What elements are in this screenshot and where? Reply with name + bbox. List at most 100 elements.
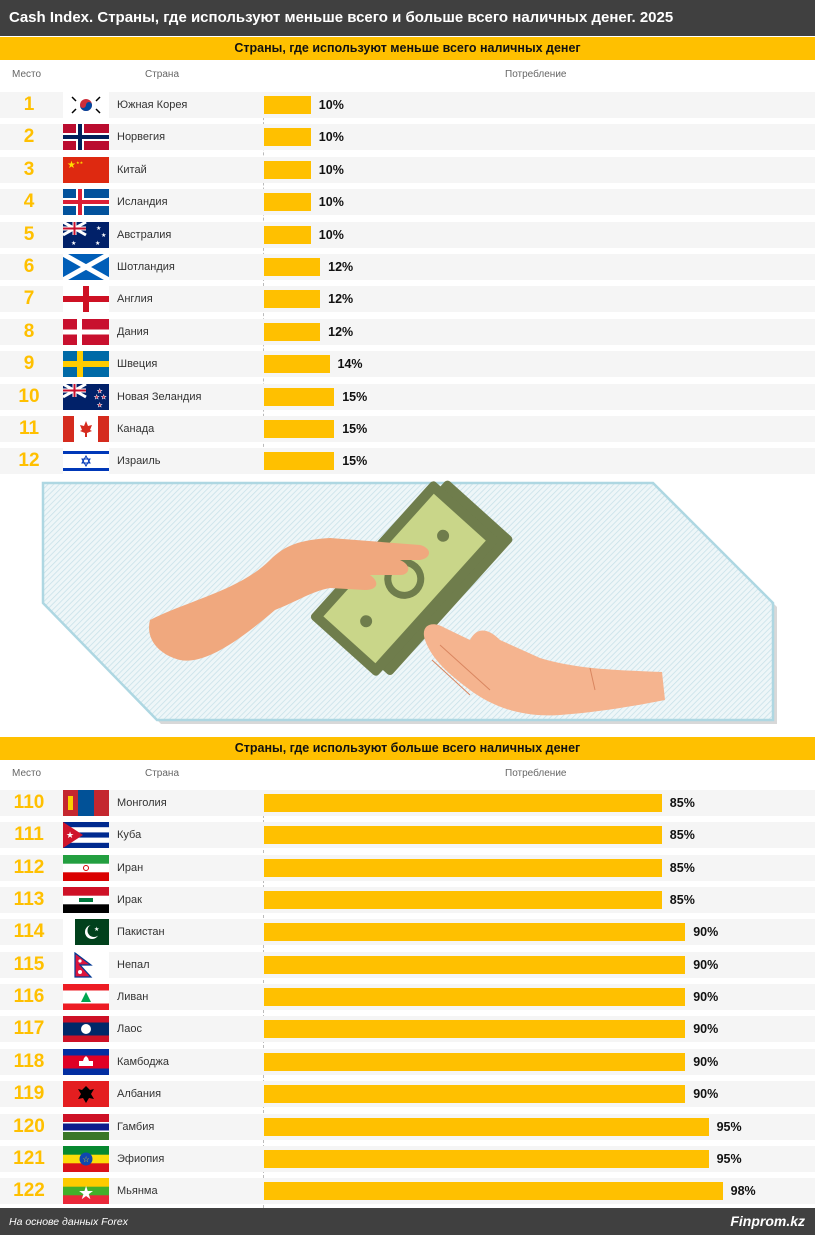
bar (264, 794, 662, 812)
flag-is-icon (63, 189, 109, 216)
svg-text:★: ★ (94, 394, 99, 401)
table-row: 5 ★ ★ ★ ★ Австралия 10% (0, 221, 815, 248)
country-name: Эфиопия (117, 1152, 165, 1165)
country-name: Норвегия (117, 131, 166, 144)
country-name: Ливан (117, 991, 149, 1004)
bar-value-label: 98% (730, 1184, 756, 1199)
rank: 115 (13, 953, 45, 975)
flag-no-icon (63, 124, 109, 151)
rank: 122 (13, 1180, 45, 1202)
table-row: 113 Ирак 85% (0, 887, 815, 914)
bar-value-label: 85% (669, 860, 695, 875)
country-name: Дания (117, 325, 149, 338)
table-row: 119 Албания 90% (0, 1081, 815, 1108)
bar-value-label: 12% (328, 324, 354, 339)
flag-nz-icon: ★ ★ ★ ★ (63, 383, 109, 410)
flag-il-icon (63, 448, 109, 475)
country-name: Новая Зеландия (117, 390, 202, 403)
bar (264, 1020, 686, 1039)
bar (264, 1117, 709, 1136)
bar (264, 96, 311, 114)
flag-ir-icon (63, 854, 109, 881)
bar-value-label: 90% (693, 1022, 719, 1037)
bar-value-label: 10% (318, 162, 344, 177)
country-name: Канада (117, 423, 155, 435)
bar (264, 420, 335, 438)
table-row: 122 ★ Мьянма 98% (0, 1178, 815, 1205)
illustration (0, 475, 815, 737)
flag-cn-icon: ★ ★★ (63, 156, 109, 183)
table-row: 4 Исландия 10% (0, 189, 815, 216)
flag-lb-icon (63, 984, 109, 1011)
country-name: Австралия (117, 228, 172, 241)
rank: 113 (13, 889, 45, 911)
rank: 6 (23, 256, 35, 277)
svg-text:★: ★ (96, 225, 101, 232)
bar (264, 923, 686, 942)
rank: 119 (13, 1083, 45, 1105)
bar (264, 193, 311, 212)
table-row: 10 ★ ★ ★ ★ Новая Зеландия 15% (0, 383, 815, 410)
page-title: Cash Index. Страны, где используют меньш… (0, 0, 815, 36)
country-name: Иран (117, 861, 144, 874)
bar-value-label: 15% (342, 422, 368, 436)
table-row: 2 Норвегия 10% (0, 124, 815, 151)
col-consumption: Потребление (505, 768, 567, 779)
rank: 111 (14, 824, 44, 846)
bar (264, 1052, 686, 1071)
section-title-most: Страны, где используют больше всего нали… (0, 737, 815, 760)
bar (264, 1085, 686, 1104)
table-row: 3 ★ ★★ Китай 10% (0, 156, 815, 183)
bar (264, 258, 321, 276)
bar (264, 160, 311, 179)
flag-cu-icon: ★ (63, 822, 109, 849)
bar-value-label: 15% (342, 389, 368, 404)
table-row: 116 Ливан 90% (0, 984, 815, 1011)
table-row: 1 Южная Корея 10% (0, 92, 815, 118)
bar-value-label: 10% (318, 98, 344, 112)
rank: 8 (23, 320, 35, 342)
table-row: 6 Шотландия 12% (0, 254, 815, 280)
flag-se-icon (63, 351, 109, 378)
hands-passing-money-icon (41, 480, 777, 724)
col-country: Страна (145, 768, 180, 779)
bar (264, 225, 311, 244)
bar (264, 128, 311, 147)
flag-kr-icon (63, 92, 109, 118)
table-row: 120 Гамбия 95% (0, 1113, 815, 1140)
rank: 10 (18, 385, 40, 407)
col-consumption: Потребление (505, 69, 567, 80)
rank: 11 (18, 418, 40, 439)
brand-logo: Finprom.kz (730, 1213, 805, 1229)
country-name: Лаос (117, 1023, 142, 1036)
bar-value-label: 14% (337, 357, 363, 372)
source-note: На основе данных Forex (9, 1216, 128, 1228)
bar-value-label: 12% (328, 260, 354, 274)
col-country: Страна (145, 69, 180, 80)
country-name: Швеция (117, 358, 158, 371)
flag-gm-icon (63, 1113, 109, 1140)
country-name: Мьянма (117, 1185, 158, 1198)
country-name: Камбоджа (117, 1055, 170, 1068)
svg-text:★: ★ (94, 926, 99, 933)
bar-value-label: 95% (716, 1119, 742, 1134)
bar-value-label: 85% (669, 796, 695, 810)
rank: 116 (13, 986, 45, 1008)
country-name: Куба (117, 829, 142, 842)
table-row: 9 Швеция 14% (0, 351, 815, 378)
flag-la-icon (63, 1016, 109, 1043)
flag-au-icon: ★ ★ ★ ★ (63, 221, 109, 248)
svg-text:★: ★ (97, 388, 102, 395)
flag-dk-icon (63, 318, 109, 345)
bar (264, 955, 686, 974)
bar-value-label: 90% (693, 1054, 719, 1069)
country-name: Китай (117, 163, 147, 176)
bar (264, 891, 662, 910)
section-title-least: Страны, где используют меньше всего нали… (0, 37, 815, 60)
bar (264, 858, 662, 877)
table-row: 111 ★ Куба 85% (0, 822, 815, 849)
bar-value-label: 90% (693, 1087, 719, 1102)
flag-pk-icon: ★ (63, 919, 109, 946)
svg-text:★: ★ (101, 394, 106, 401)
svg-text:★: ★ (67, 160, 76, 171)
